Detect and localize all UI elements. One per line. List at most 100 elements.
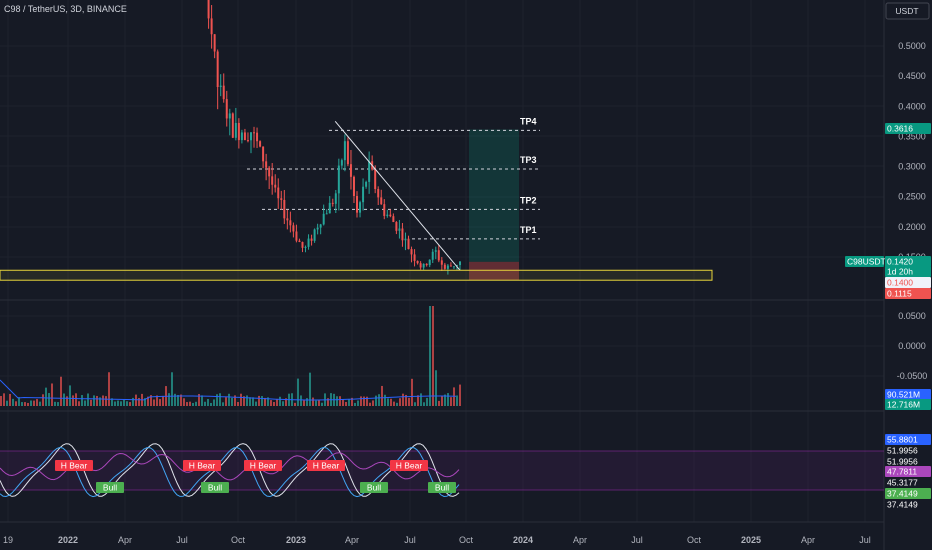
volume-bar — [120, 401, 122, 406]
candle-body — [286, 218, 289, 221]
volume-bar — [156, 395, 158, 406]
volume-bar — [6, 400, 8, 406]
time-tick: Jul — [859, 535, 871, 545]
current-price-tag — [885, 256, 931, 267]
bear-marker[interactable] — [183, 460, 221, 471]
marker-label: H Bear — [250, 461, 277, 471]
volume-bar — [36, 399, 38, 406]
volume-bar — [423, 402, 425, 406]
countdown-tag — [885, 266, 931, 277]
time-tick: 2022 — [58, 535, 78, 545]
volume-bar — [135, 394, 137, 406]
candle-body — [340, 160, 343, 166]
price-tick: 0.2000 — [898, 222, 926, 232]
volume-bar — [24, 402, 26, 406]
oscillator-tag — [885, 488, 931, 499]
candle-body — [328, 202, 331, 214]
candle-body — [262, 146, 265, 162]
volume-tag — [885, 399, 931, 410]
volume-bar — [60, 376, 62, 406]
candle-body — [216, 51, 219, 88]
volume-bar — [144, 398, 146, 406]
candle-body — [268, 167, 271, 177]
candle-body — [265, 161, 268, 168]
volume-bar — [78, 401, 80, 406]
volume-bar — [189, 401, 191, 406]
volume-bar — [195, 401, 197, 406]
volume-bar — [72, 395, 74, 406]
volume-bar — [252, 397, 254, 406]
currency-button[interactable] — [885, 2, 930, 20]
volume-bar — [390, 398, 392, 406]
trendline[interactable] — [334, 121, 461, 271]
marker-label: Bull — [367, 483, 381, 493]
bear-marker[interactable] — [307, 460, 345, 471]
volume-bar — [321, 402, 323, 406]
bear-marker[interactable] — [390, 460, 428, 471]
candle-body — [383, 204, 386, 216]
volume-bar — [306, 398, 308, 406]
candle-body — [322, 213, 325, 225]
bull-marker[interactable] — [360, 482, 388, 493]
volume-bar — [192, 402, 194, 406]
volume-bar — [57, 402, 59, 406]
bull-marker[interactable] — [201, 482, 229, 493]
oscillator-line-primary — [0, 443, 460, 497]
volume-bar — [153, 399, 155, 406]
position-zones — [469, 129, 519, 281]
candle-body — [392, 216, 395, 223]
volume-bar — [171, 372, 173, 406]
candle-body — [459, 261, 461, 266]
volume-bar — [27, 402, 29, 406]
volume-bar — [315, 400, 317, 406]
volume-bar — [207, 399, 209, 406]
volume-bar — [138, 397, 140, 406]
volume-bar — [219, 393, 221, 406]
price-tick: 0.3000 — [898, 162, 926, 172]
candle-body — [407, 238, 410, 250]
volume-bar — [90, 399, 92, 406]
volume-bar — [261, 396, 263, 406]
candle-body — [231, 113, 234, 138]
volume-bar — [312, 397, 314, 406]
candle-body — [210, 18, 213, 35]
candle-body — [249, 132, 252, 141]
bull-marker[interactable] — [428, 482, 456, 493]
bear-marker[interactable] — [55, 460, 93, 471]
volume-bar — [222, 402, 224, 406]
volume-bar — [444, 394, 446, 406]
support-zone[interactable] — [0, 269, 713, 281]
volume-bar — [126, 401, 128, 406]
marker-label: H Bear — [313, 461, 340, 471]
candle-body — [343, 141, 346, 161]
volume-bar — [372, 400, 374, 406]
bull-marker[interactable] — [96, 482, 124, 493]
candle-body — [334, 193, 337, 204]
volume-bar — [432, 306, 434, 406]
symbol-title: C98 / TetherUS, 3D, BINANCE — [4, 4, 127, 14]
candle-body — [425, 263, 428, 266]
volume-bar — [105, 396, 107, 406]
profit-zone[interactable] — [469, 129, 519, 262]
volume-bar — [87, 393, 89, 406]
volume-bar — [396, 402, 398, 406]
volume-bar — [459, 384, 461, 406]
volume-bar — [402, 393, 404, 406]
volume-bar — [75, 393, 77, 406]
loss-zone[interactable] — [469, 261, 519, 281]
volume-bar — [108, 372, 110, 406]
volume-bar — [345, 401, 347, 406]
oscillator-tag-text: 45.3177 — [887, 478, 918, 488]
volume-bar — [282, 401, 284, 406]
candle-body — [365, 181, 368, 187]
candle-body — [452, 266, 455, 268]
time-tick: Apr — [118, 535, 132, 545]
candle-body — [455, 265, 458, 267]
bear-marker[interactable] — [244, 460, 282, 471]
volume-bar — [99, 397, 101, 406]
volume-bar — [417, 395, 419, 406]
volume-bar — [387, 398, 389, 406]
oscillator-tag-text: 47.7811 — [887, 467, 917, 477]
volume-bar — [378, 394, 380, 406]
